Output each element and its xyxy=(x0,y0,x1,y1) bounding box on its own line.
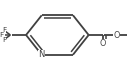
Text: F: F xyxy=(0,32,3,38)
Text: O: O xyxy=(100,39,106,48)
Text: O: O xyxy=(113,31,120,39)
Text: N: N xyxy=(39,50,45,59)
Text: F: F xyxy=(2,37,6,43)
Text: F: F xyxy=(2,27,6,33)
